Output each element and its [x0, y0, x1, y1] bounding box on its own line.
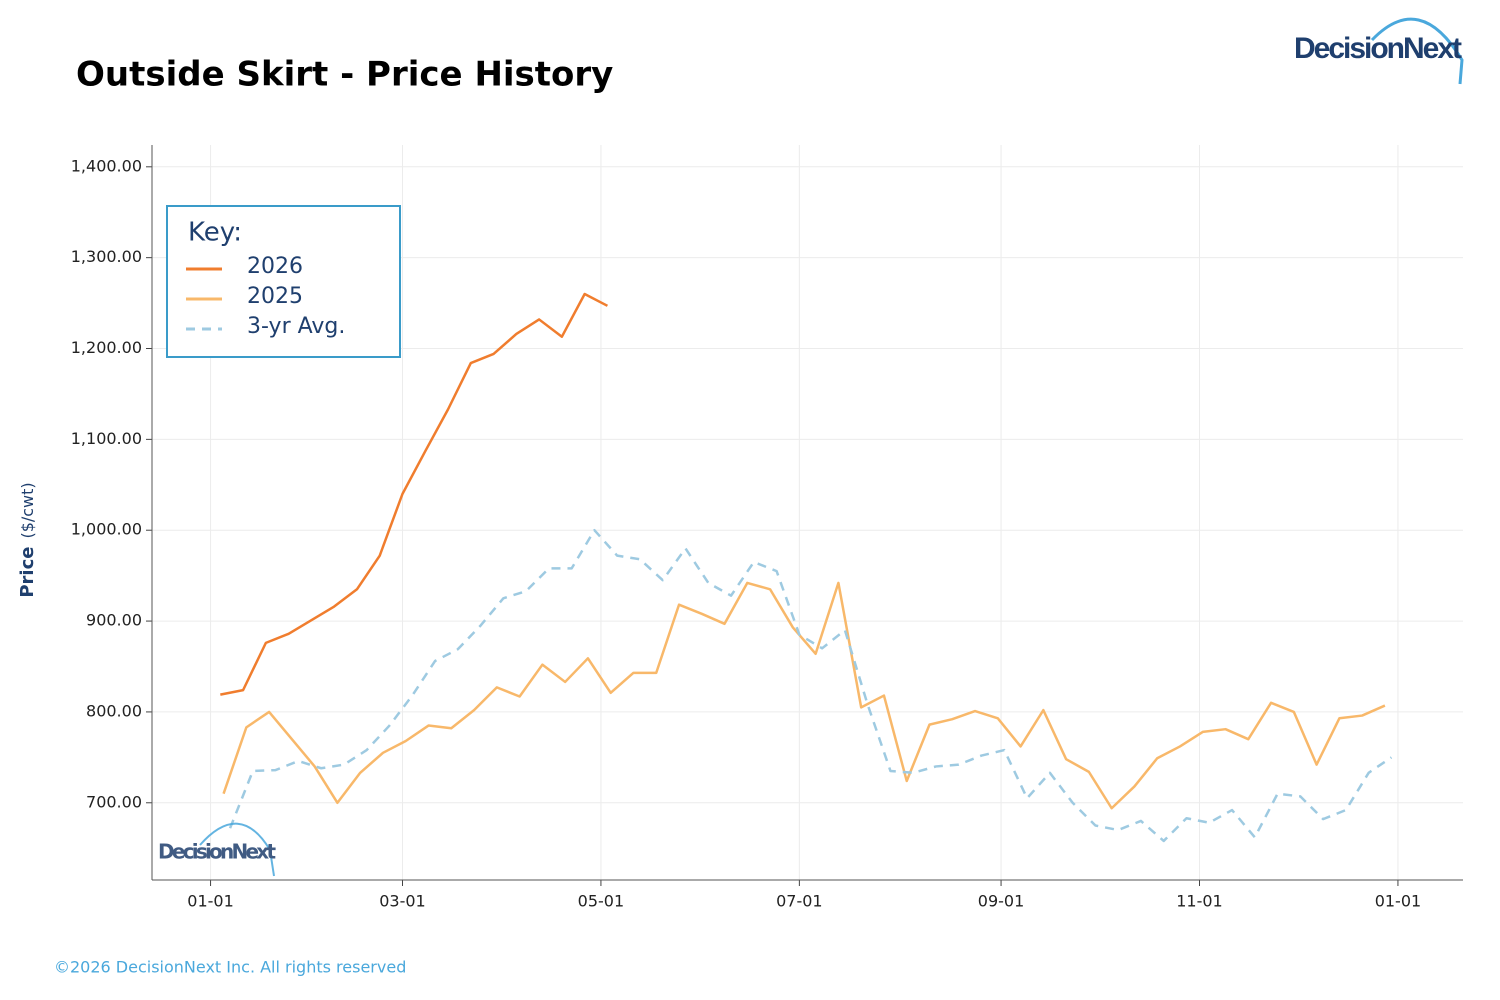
y-unit: ($/cwt) — [18, 482, 37, 538]
y-tick-label: 1,100.00 — [71, 429, 142, 448]
legend-label: 3-yr Avg. — [247, 314, 345, 339]
x-tick-label: 07-01 — [776, 892, 823, 911]
series-line — [220, 292, 609, 696]
y-tick-label: 900.00 — [86, 611, 142, 630]
legend-label: 2026 — [247, 254, 303, 279]
logo: DecisionNext — [1294, 17, 1464, 85]
x-tick-label: 11-01 — [1176, 892, 1223, 911]
plot: 700.00 800.00 900.00 1,000.00 1,100.00 1,200.… — [71, 145, 1463, 911]
series-line — [222, 581, 1386, 810]
copyright: ©2026 DecisionNext Inc. All rights reser… — [54, 958, 406, 977]
y-tick-label: 1,400.00 — [71, 156, 142, 175]
y-axis-label: Price ($/cwt) — [17, 482, 38, 597]
y-tick-label: 800.00 — [86, 701, 142, 720]
x-tick-label: 01-01 — [1375, 892, 1422, 911]
x-tick-label: 03-01 — [379, 892, 426, 911]
chart-title: Outside Skirt - Price History — [76, 55, 613, 95]
y-tick-label: 1,300.00 — [71, 247, 142, 266]
y-tick-label: 700.00 — [86, 792, 142, 811]
x-tick-label: 01-01 — [187, 892, 234, 911]
x-tick-label: 05-01 — [578, 892, 625, 911]
legend-box — [166, 205, 401, 358]
legend-label: 2025 — [247, 284, 303, 309]
watermark-text: DecisionNext — [158, 840, 276, 864]
y-tick-label: 1,200.00 — [71, 338, 142, 357]
legend-title: Key: — [188, 218, 242, 248]
y-label: Price — [17, 547, 38, 598]
x-tick-label: 09-01 — [978, 892, 1025, 911]
logo-text: DecisionNext — [1294, 32, 1462, 65]
legend: Key: 2026 2025 3-yr Avg. — [166, 205, 401, 358]
watermark: DecisionNext — [158, 822, 276, 877]
series-line — [228, 528, 1393, 843]
logo-arc — [1370, 17, 1464, 85]
watermark-arc — [199, 822, 275, 877]
y-tick-label: 1,000.00 — [71, 520, 142, 539]
